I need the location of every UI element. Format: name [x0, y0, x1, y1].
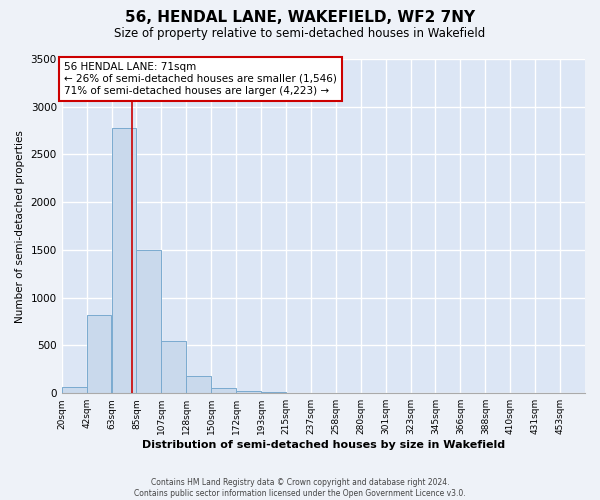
- Bar: [62, 388, 86, 393]
- Bar: [187, 376, 211, 393]
- Bar: [236, 391, 261, 393]
- Bar: [112, 128, 136, 393]
- X-axis label: Distribution of semi-detached houses by size in Wakefield: Distribution of semi-detached houses by …: [142, 440, 505, 450]
- Bar: [161, 340, 186, 393]
- Text: Contains HM Land Registry data © Crown copyright and database right 2024.
Contai: Contains HM Land Registry data © Crown c…: [134, 478, 466, 498]
- Text: Size of property relative to semi-detached houses in Wakefield: Size of property relative to semi-detach…: [115, 28, 485, 40]
- Bar: [136, 250, 161, 393]
- Y-axis label: Number of semi-detached properties: Number of semi-detached properties: [15, 130, 25, 322]
- Text: 56 HENDAL LANE: 71sqm
← 26% of semi-detached houses are smaller (1,546)
71% of s: 56 HENDAL LANE: 71sqm ← 26% of semi-deta…: [64, 62, 337, 96]
- Text: 56, HENDAL LANE, WAKEFIELD, WF2 7NY: 56, HENDAL LANE, WAKEFIELD, WF2 7NY: [125, 10, 475, 25]
- Bar: [211, 388, 236, 393]
- Bar: [261, 392, 286, 393]
- Bar: [86, 315, 112, 393]
